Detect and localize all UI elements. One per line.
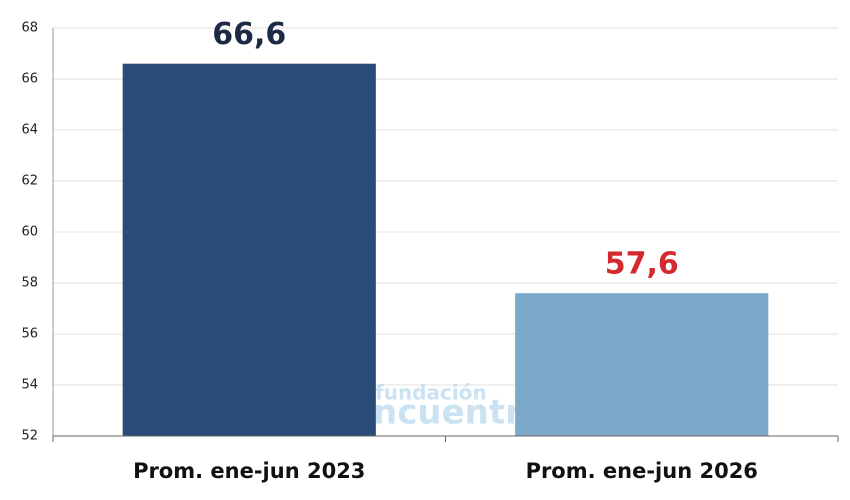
bar <box>122 63 376 436</box>
y-tick-label: 56 <box>21 327 38 342</box>
watermark: encuentro <box>350 393 545 433</box>
y-tick-label: 54 <box>21 378 38 393</box>
y-tick-label: 66 <box>21 72 38 87</box>
watermark: fundación <box>375 381 487 405</box>
x-tick-label: Prom. ene-jun 2023 <box>133 459 365 483</box>
y-tick-label: 64 <box>21 123 38 138</box>
y-tick-label: 60 <box>21 225 38 240</box>
y-tick-label: 52 <box>21 429 38 444</box>
value-label: 57,6 <box>605 247 679 282</box>
y-tick-label: 62 <box>21 174 38 189</box>
y-tick-label: 58 <box>21 276 38 291</box>
value-label: 66,6 <box>212 17 286 52</box>
y-tick-label: 68 <box>21 21 38 36</box>
x-tick-label: Prom. ene-jun 2026 <box>526 459 758 483</box>
bar <box>515 293 769 436</box>
